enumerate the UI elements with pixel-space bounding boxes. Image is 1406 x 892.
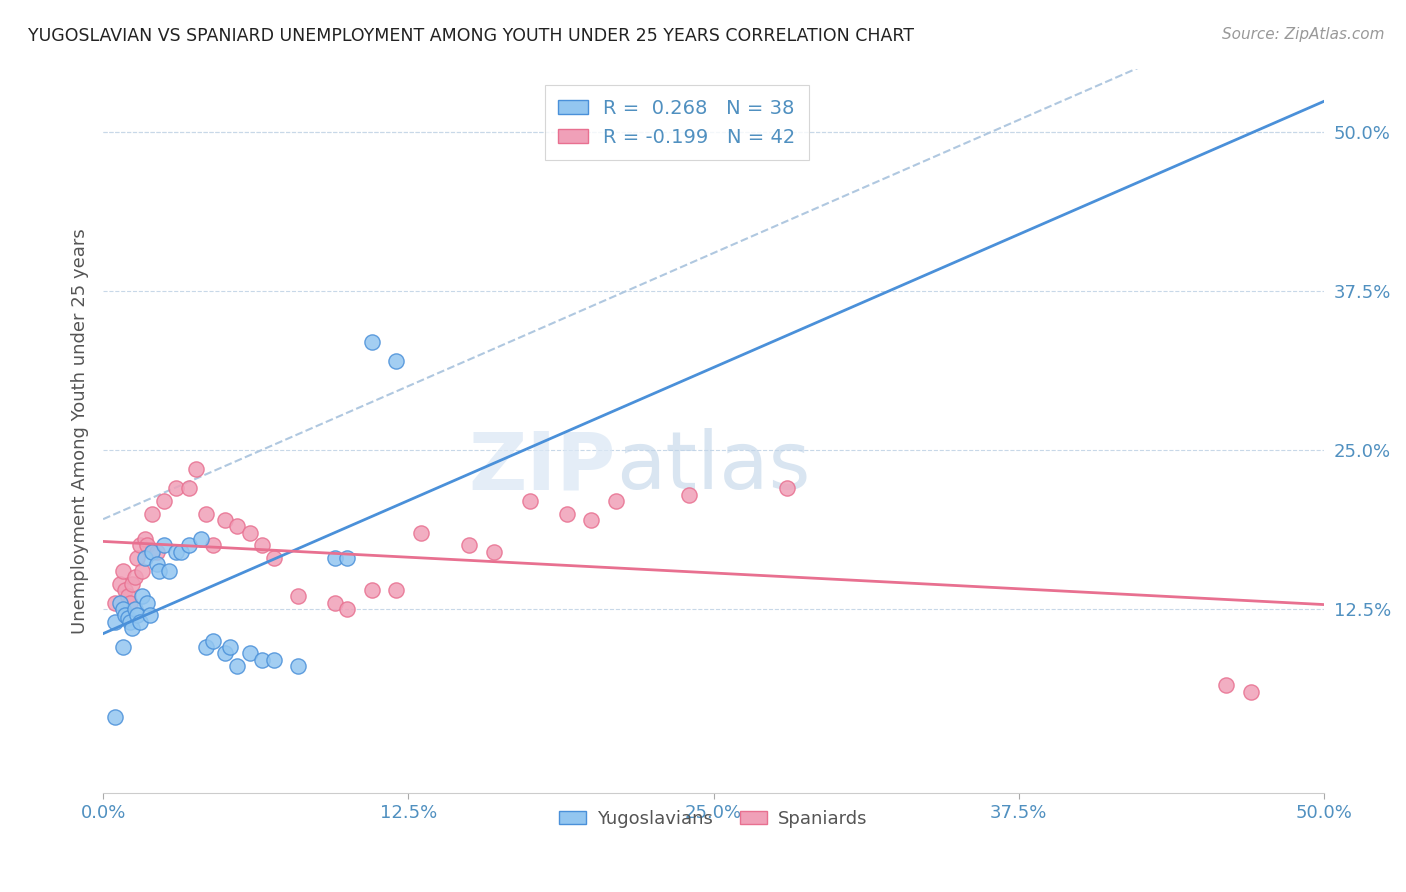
- Point: [111, 564, 134, 578]
- Point: [219, 640, 242, 654]
- Point: [121, 621, 143, 635]
- Point: [141, 545, 163, 559]
- Point: [360, 582, 382, 597]
- Point: [323, 596, 346, 610]
- Point: [226, 659, 249, 673]
- Point: [214, 647, 236, 661]
- Point: [117, 589, 139, 603]
- Point: [385, 582, 408, 597]
- Point: [127, 551, 149, 566]
- Point: [110, 576, 132, 591]
- Point: [201, 633, 224, 648]
- Point: [136, 596, 159, 610]
- Point: [146, 545, 169, 559]
- Y-axis label: Unemployment Among Youth under 25 years: Unemployment Among Youth under 25 years: [72, 228, 89, 634]
- Point: [250, 538, 273, 552]
- Point: [385, 354, 408, 368]
- Text: ZIP: ZIP: [468, 428, 616, 506]
- Point: [184, 462, 207, 476]
- Point: [287, 659, 309, 673]
- Point: [239, 525, 262, 540]
- Text: atlas: atlas: [616, 428, 810, 506]
- Point: [1240, 684, 1263, 698]
- Point: [360, 334, 382, 349]
- Point: [263, 551, 285, 566]
- Legend: Yugoslavians, Spaniards: Yugoslavians, Spaniards: [553, 803, 875, 835]
- Point: [263, 653, 285, 667]
- Point: [336, 551, 359, 566]
- Point: [134, 532, 156, 546]
- Point: [287, 589, 309, 603]
- Point: [141, 507, 163, 521]
- Point: [138, 608, 160, 623]
- Point: [128, 615, 150, 629]
- Point: [111, 640, 134, 654]
- Point: [214, 513, 236, 527]
- Point: [111, 602, 134, 616]
- Point: [118, 596, 141, 610]
- Point: [776, 481, 799, 495]
- Point: [104, 596, 127, 610]
- Point: [153, 494, 176, 508]
- Point: [190, 532, 212, 546]
- Point: [409, 525, 432, 540]
- Point: [458, 538, 481, 552]
- Point: [114, 608, 136, 623]
- Point: [153, 538, 176, 552]
- Point: [104, 710, 127, 724]
- Point: [194, 640, 217, 654]
- Point: [678, 487, 700, 501]
- Point: [177, 538, 200, 552]
- Point: [170, 545, 193, 559]
- Point: [323, 551, 346, 566]
- Point: [250, 653, 273, 667]
- Point: [1215, 678, 1237, 692]
- Point: [201, 538, 224, 552]
- Point: [148, 564, 170, 578]
- Point: [121, 576, 143, 591]
- Point: [239, 647, 262, 661]
- Point: [131, 564, 153, 578]
- Point: [555, 507, 578, 521]
- Point: [131, 589, 153, 603]
- Point: [118, 615, 141, 629]
- Point: [194, 507, 217, 521]
- Text: YUGOSLAVIAN VS SPANIARD UNEMPLOYMENT AMONG YOUTH UNDER 25 YEARS CORRELATION CHAR: YUGOSLAVIAN VS SPANIARD UNEMPLOYMENT AMO…: [28, 27, 914, 45]
- Point: [226, 519, 249, 533]
- Point: [336, 602, 359, 616]
- Point: [134, 551, 156, 566]
- Point: [482, 545, 505, 559]
- Point: [114, 582, 136, 597]
- Text: Source: ZipAtlas.com: Source: ZipAtlas.com: [1222, 27, 1385, 42]
- Point: [128, 538, 150, 552]
- Point: [124, 570, 146, 584]
- Point: [110, 596, 132, 610]
- Point: [136, 538, 159, 552]
- Point: [605, 494, 627, 508]
- Point: [581, 513, 603, 527]
- Point: [146, 558, 169, 572]
- Point: [127, 608, 149, 623]
- Point: [117, 611, 139, 625]
- Point: [157, 564, 180, 578]
- Point: [124, 602, 146, 616]
- Point: [165, 545, 187, 559]
- Point: [104, 615, 127, 629]
- Point: [519, 494, 541, 508]
- Point: [165, 481, 187, 495]
- Point: [177, 481, 200, 495]
